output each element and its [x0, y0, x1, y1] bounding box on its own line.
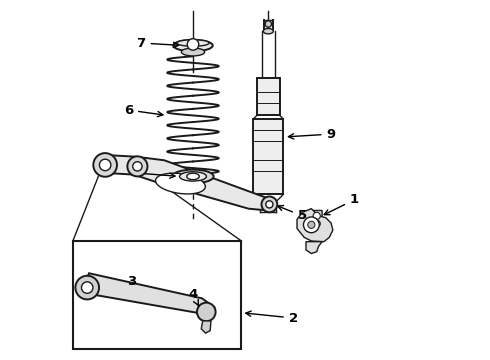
Ellipse shape: [181, 48, 205, 56]
Ellipse shape: [263, 28, 273, 34]
Text: 8: 8: [129, 166, 175, 179]
Circle shape: [313, 220, 320, 227]
Circle shape: [266, 201, 273, 208]
Polygon shape: [306, 242, 322, 253]
Circle shape: [313, 212, 320, 220]
Bar: [73, 241, 242, 348]
Text: 4: 4: [188, 288, 199, 306]
Ellipse shape: [187, 173, 199, 180]
Circle shape: [133, 162, 142, 171]
Text: 5: 5: [278, 206, 307, 222]
Polygon shape: [308, 211, 326, 228]
Text: 2: 2: [245, 311, 298, 325]
Text: 7: 7: [136, 36, 179, 50]
Circle shape: [265, 21, 271, 27]
Text: 3: 3: [127, 275, 137, 288]
Circle shape: [75, 276, 99, 300]
Polygon shape: [201, 321, 211, 333]
Ellipse shape: [172, 170, 214, 183]
FancyBboxPatch shape: [257, 78, 280, 116]
Ellipse shape: [177, 40, 209, 46]
Circle shape: [93, 153, 117, 177]
FancyBboxPatch shape: [253, 119, 283, 194]
Circle shape: [262, 197, 277, 212]
Ellipse shape: [179, 172, 206, 181]
Circle shape: [303, 217, 319, 233]
Circle shape: [197, 303, 216, 321]
Text: 9: 9: [289, 127, 336, 141]
Ellipse shape: [173, 40, 213, 51]
Text: 6: 6: [124, 104, 163, 117]
Circle shape: [81, 282, 93, 293]
Circle shape: [127, 156, 147, 176]
Ellipse shape: [155, 173, 205, 194]
Text: 1: 1: [324, 193, 359, 215]
Circle shape: [99, 159, 111, 171]
Polygon shape: [297, 209, 333, 242]
Polygon shape: [84, 273, 215, 318]
Polygon shape: [100, 155, 272, 211]
Circle shape: [187, 39, 199, 50]
Circle shape: [308, 221, 315, 228]
